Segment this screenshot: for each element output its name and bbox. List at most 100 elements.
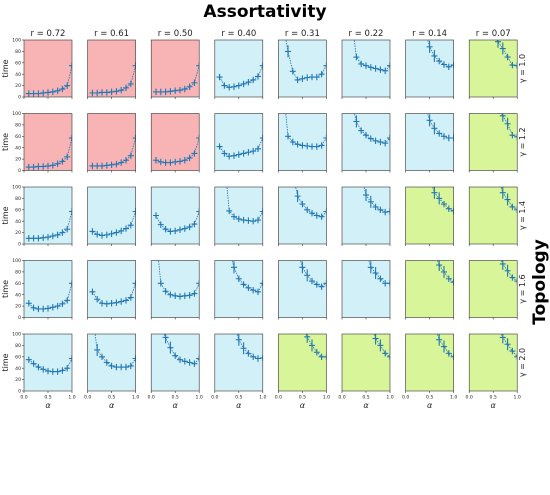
panel-r2-c1 (87, 186, 136, 246)
x-tick-label: 1.0 (259, 395, 266, 401)
panel-data (499, 187, 518, 213)
y-tick-label: 100 (12, 38, 21, 44)
panel-data (25, 62, 72, 97)
panel-r0-c6: r = 0.14 (405, 29, 454, 99)
y-tick-label: 0 (18, 389, 21, 395)
series-line (500, 260, 518, 282)
x-tick-label: 0.0 (338, 395, 345, 401)
panel-background (342, 260, 390, 318)
row-label: γ = 1.2 (518, 127, 527, 156)
x-tick-label: 0.0 (466, 395, 473, 401)
panel-background (342, 334, 390, 391)
panel-background (87, 334, 136, 391)
figure-title: Assortativity (203, 2, 326, 22)
panel-data (285, 40, 327, 84)
x-tick-label: 0.5 (44, 395, 51, 401)
panel-data (89, 280, 136, 308)
panel-data (89, 208, 136, 239)
y-tick-label: 80 (15, 196, 21, 202)
y-axis-label: time (1, 133, 10, 151)
x-axis-label: α (236, 401, 242, 410)
panel-data (153, 62, 200, 96)
panel-r2-c2 (150, 186, 200, 246)
x-tick-label: 0.5 (299, 395, 306, 401)
panel-data (367, 260, 390, 287)
panel-background (24, 113, 72, 171)
y-tick-label: 20 (15, 304, 21, 310)
y-tick-label: 20 (15, 83, 21, 89)
panel-r1-c2 (150, 113, 200, 173)
y-tick-label: 60 (15, 60, 21, 66)
y-tick-label: 0 (18, 242, 21, 248)
panel-background (278, 334, 327, 391)
x-tick-label: 1.0 (450, 395, 457, 401)
panel-data (431, 187, 454, 215)
column-label: r = 0.22 (349, 29, 384, 39)
series-line (500, 334, 518, 358)
panel-data (153, 134, 200, 166)
series-line (155, 211, 200, 232)
panel-r1-c3 (214, 113, 264, 173)
x-axis-label: α (109, 401, 115, 410)
panel-data (94, 334, 136, 371)
panel-r2-c3 (214, 186, 264, 246)
panel-background (24, 40, 72, 97)
panel-r4-c7: 0.0 0.5 1.0 α γ = 2.0 (466, 333, 527, 410)
x-axis-label: α (300, 401, 306, 410)
y-axis-label: time (1, 353, 10, 371)
x-tick-label: 0.0 (402, 395, 409, 401)
panel-r2-c0: 0 20 40 60 80 100 time (1, 185, 73, 248)
panel-r3-c1 (87, 260, 136, 320)
panel-r4-c0: 0 20 40 60 80 100 time 0.0 0.5 1.0 α (1, 332, 76, 410)
panel-r4-c5: 0.0 0.5 1.0 α (338, 333, 394, 410)
x-tick-label: 0.5 (362, 395, 369, 401)
panel-data (89, 62, 136, 97)
panel-r1-c7: γ = 1.2 (468, 113, 527, 173)
panel-r2-c4 (278, 186, 327, 246)
panel-r3-c3 (214, 260, 264, 320)
panel-r1-c0: 0 20 40 60 80 100 time (1, 111, 73, 174)
y-tick-label: 20 (15, 157, 21, 163)
panel-background (214, 260, 263, 318)
panel-background (278, 40, 327, 97)
column-label: r = 0.50 (158, 29, 193, 39)
column-label: r = 0.72 (31, 29, 66, 39)
panel-background (469, 187, 518, 244)
row-label: γ = 2.0 (518, 348, 527, 377)
series-line (285, 40, 327, 81)
x-axis-label: α (363, 401, 369, 410)
panel-background (87, 113, 136, 171)
row-label: γ = 1.4 (518, 201, 527, 230)
column-label: r = 0.14 (412, 29, 447, 39)
panel-grid: 0 20 40 60 80 100 time r = 0.72 r = 0.61 r = 0.50… (1, 29, 527, 410)
y-tick-label: 80 (15, 49, 21, 55)
panel-data (226, 187, 263, 225)
panel-r1-c1 (87, 113, 136, 173)
panel-data (157, 260, 200, 300)
x-tick-label: 0.5 (235, 395, 242, 401)
panel-data (426, 40, 454, 70)
y-tick-label: 20 (15, 377, 21, 383)
y-tick-label: 60 (15, 207, 21, 213)
column-label: r = 0.31 (285, 29, 320, 39)
panel-background (405, 334, 454, 391)
panel-r4-c4: 0.0 0.5 1.0 α (275, 333, 330, 410)
panel-background (469, 40, 518, 97)
x-tick-label: 0.0 (211, 395, 218, 401)
column-label: r = 0.40 (221, 29, 256, 39)
series-line (501, 113, 518, 138)
series-line (28, 283, 72, 310)
panel-data (25, 280, 72, 313)
y-tick-label: 60 (15, 281, 21, 287)
y-tick-label: 40 (15, 292, 21, 298)
panel-r0-c5: r = 0.22 (341, 29, 391, 99)
panel-data (353, 113, 390, 147)
panel-data (294, 187, 327, 220)
x-tick-label: 0.0 (148, 395, 155, 401)
panel-background (214, 187, 263, 244)
y-tick-label: 40 (15, 366, 21, 372)
series-line (92, 137, 136, 167)
y-tick-label: 40 (15, 219, 21, 225)
panel-background (151, 40, 200, 97)
y-tick-label: 40 (15, 145, 21, 151)
